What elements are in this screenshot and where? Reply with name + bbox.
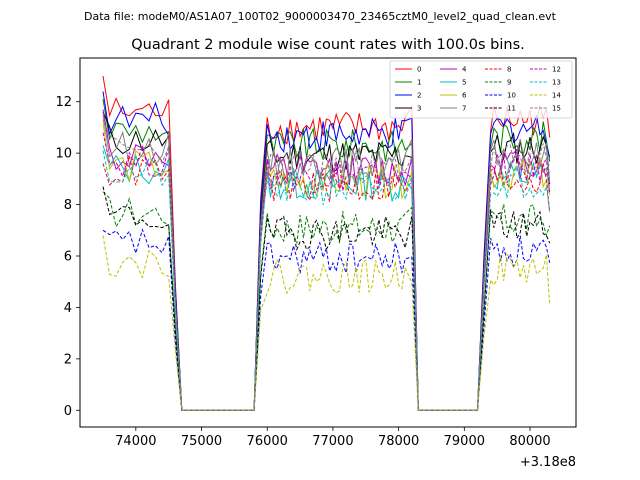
legend-label-0: 0: [417, 66, 421, 74]
x-offset-label: +3.18e8: [520, 455, 576, 470]
legend-label-10: 10: [507, 92, 516, 100]
y-tick-label: 2: [64, 352, 72, 367]
legend-label-6: 6: [462, 92, 467, 100]
y-axis: 0 2 4 6 8 10 12: [55, 95, 80, 419]
legend-label-2: 2: [417, 92, 421, 100]
legend-label-12: 12: [552, 66, 561, 74]
legend-label-8: 8: [507, 66, 511, 74]
series-line-14: [102, 235, 551, 411]
x-tick-label: 74000: [115, 434, 156, 449]
series-line-11: [102, 186, 551, 411]
legend-label-7: 7: [462, 105, 466, 113]
y-tick-label: 8: [64, 198, 72, 213]
legend-label-3: 3: [417, 105, 421, 113]
legend-label-11: 11: [507, 105, 516, 113]
legend-label-14: 14: [552, 92, 561, 100]
legend-label-5: 5: [462, 79, 466, 87]
x-axis: 74000 75000 76000 77000 78000 79000 80000: [115, 427, 551, 449]
y-tick-label: 12: [55, 95, 72, 110]
legend-label-9: 9: [507, 79, 511, 87]
legend-label-1: 1: [417, 79, 421, 87]
y-tick-label: 6: [64, 250, 72, 265]
x-tick-label: 76000: [247, 434, 288, 449]
series-line-15: [102, 119, 551, 411]
series-layer: [102, 75, 551, 411]
x-tick-label: 75000: [181, 434, 222, 449]
y-tick-label: 10: [55, 147, 72, 162]
suptitle: Data file: modeM0/AS1A07_100T02_90000034…: [84, 10, 557, 23]
x-tick-label: 79000: [444, 434, 485, 449]
legend-box: [389, 60, 573, 119]
legend-label-13: 13: [552, 79, 561, 87]
chart-title: Quadrant 2 module wise count rates with …: [131, 37, 525, 53]
x-tick-label: 77000: [312, 434, 353, 449]
y-tick-label: 0: [64, 404, 72, 419]
x-tick-label: 78000: [378, 434, 419, 449]
x-tick-label: 80000: [509, 434, 550, 449]
plot-border: [79, 57, 577, 428]
legend-label-4: 4: [462, 66, 467, 74]
y-tick-label: 4: [64, 301, 72, 316]
legend-label-15: 15: [552, 105, 561, 113]
